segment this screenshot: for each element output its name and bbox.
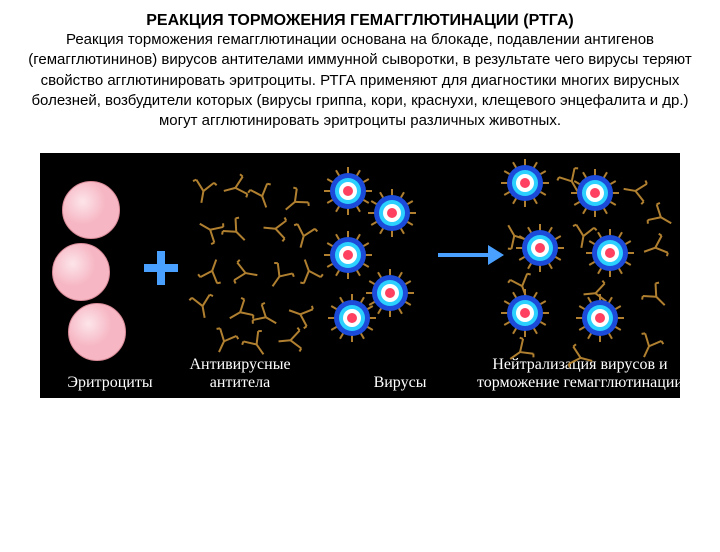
virus [577,175,613,211]
description-paragraph: Реакция торможения гемагглютинации основ… [0,30,720,131]
antibody [290,250,325,288]
arrow-icon [438,253,488,257]
virus [507,295,543,331]
virus [374,195,410,231]
erythrocyte [52,243,110,301]
panel-label: Антивирусные антитела [160,356,320,392]
virus [334,300,370,336]
antibody [195,250,230,288]
antibody [188,176,219,211]
plus-icon [157,251,165,285]
antibody [245,180,280,218]
antibody [256,214,289,243]
reaction-diagram: ЭритроцитыАнтивирусные антителаВирусыНей… [40,153,680,398]
virus [330,237,366,273]
virus [522,230,558,266]
antibody [615,175,650,206]
antibody [218,214,258,254]
virus [330,173,366,209]
virus [507,165,543,201]
virus [372,275,408,311]
erythrocyte [62,181,120,239]
arrow-icon [488,245,504,265]
erythrocyte [68,303,126,361]
antibody [634,231,672,266]
virus [592,235,628,271]
antibody [638,279,678,319]
panel-label: Вирусы [320,374,480,392]
antibody [188,291,219,326]
antibody [271,326,304,355]
page-title: РЕАКЦИЯ ТОРМОЖЕНИЯ ГЕМАГГЛЮТИНАЦИИ (РТГА… [0,12,720,30]
virus [582,300,618,336]
